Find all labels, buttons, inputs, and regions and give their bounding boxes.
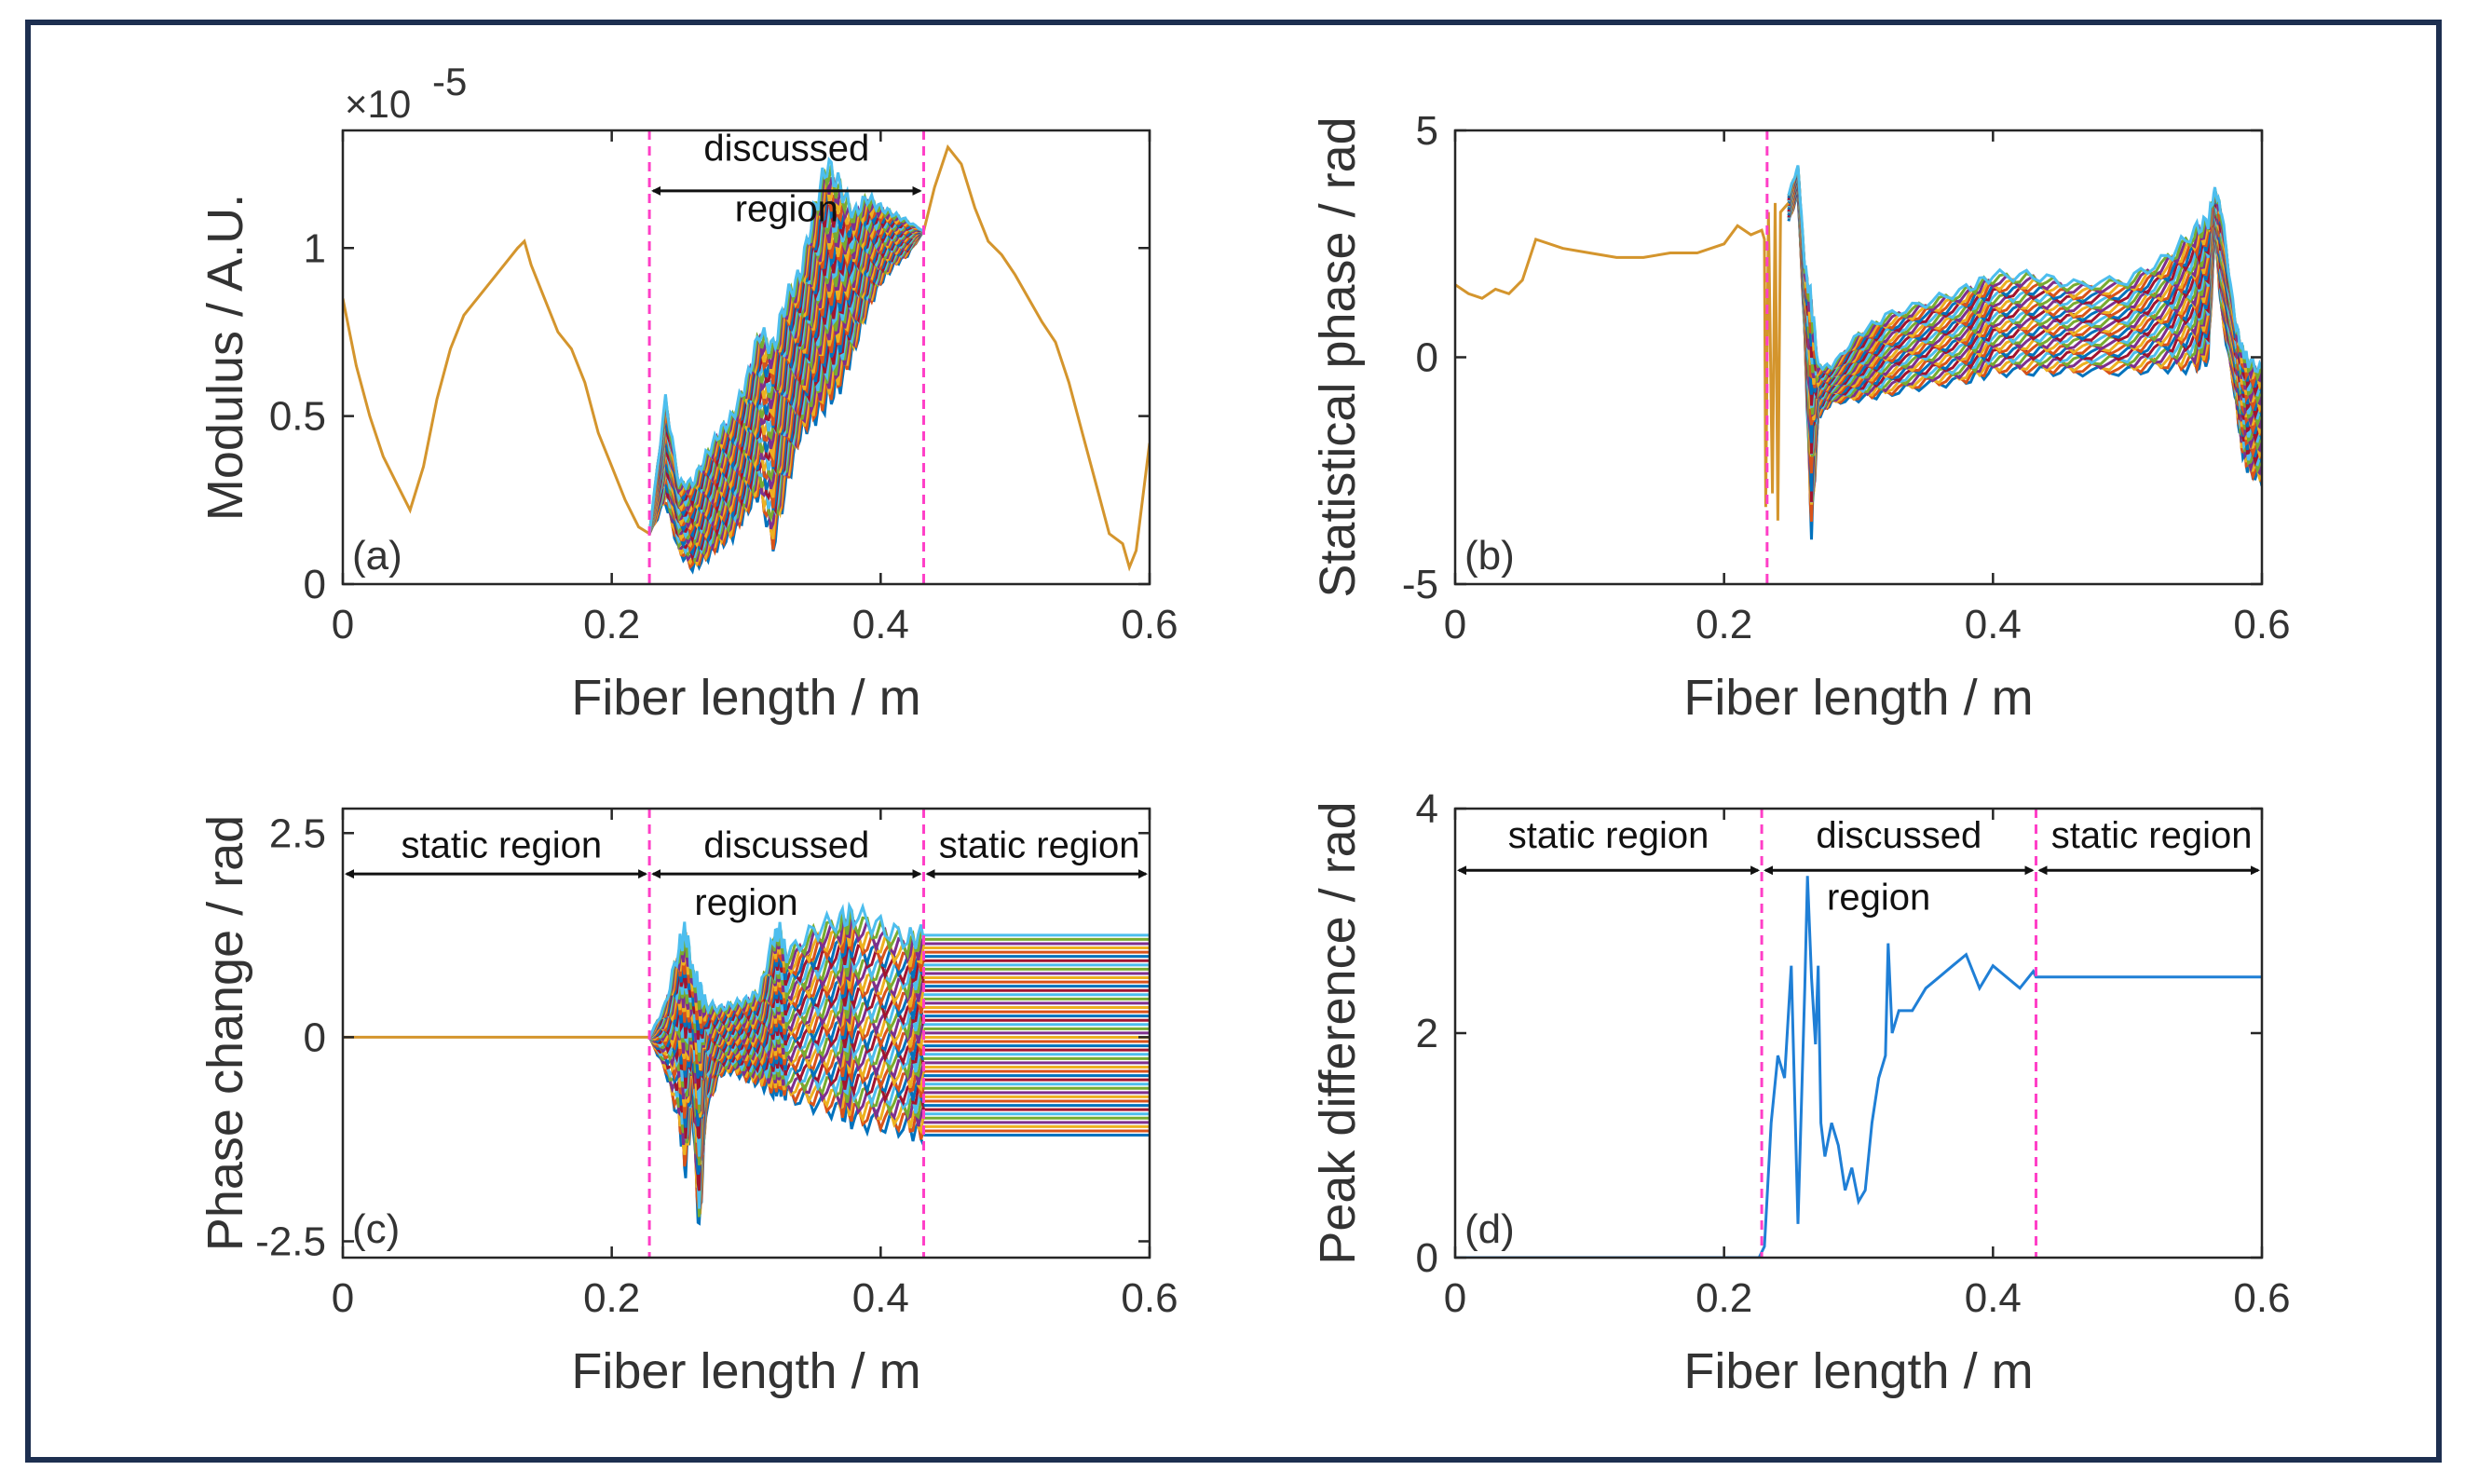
x-axis-label: Fiber length / m: [571, 1343, 920, 1399]
annotation-text: discussed: [703, 128, 869, 169]
tail-trace: [922, 143, 1150, 572]
x-tick-label: 0.4: [852, 1275, 909, 1321]
plot-area-d: [1455, 876, 2262, 1258]
y-tick-label: 0: [304, 562, 326, 607]
x-tick-label: 0.6: [2233, 1275, 2290, 1321]
x-tick-label: 0.2: [583, 1275, 640, 1321]
axes-box: [1453, 807, 2264, 1259]
annotation-text: static region: [1508, 815, 1709, 856]
x-tick-label: 0: [332, 602, 354, 647]
x-tick-label: 0: [332, 1275, 354, 1321]
annotation-text: static region: [2051, 815, 2253, 856]
y-axis-label: Statistical phase / rad: [1310, 116, 1366, 597]
y-tick-label: 0.5: [269, 394, 326, 440]
x-tick-label: 0.6: [2233, 602, 2290, 647]
band-line: [647, 901, 925, 1039]
y-tick-label: 4: [1416, 786, 1438, 832]
y-tick-label: 2: [1416, 1011, 1438, 1056]
x-tick-label: 0: [1444, 1275, 1466, 1321]
y-tick-label: 0: [304, 1014, 326, 1060]
y-axis-label: Modulus / A.U.: [197, 194, 253, 521]
single-trace: [1455, 201, 1791, 521]
annotation-text: static region: [939, 825, 1140, 866]
x-tick-label: 0.2: [583, 602, 640, 647]
panel-tag: (a): [352, 533, 402, 579]
x-axis-label: Fiber length / m: [571, 670, 920, 726]
x-tick-label: 0.6: [1121, 602, 1178, 647]
x-tick-label: 0: [1444, 602, 1466, 647]
y-tick-label: -5: [1402, 562, 1438, 607]
band-line: [1787, 165, 2262, 374]
y-axis-label: Peak difference / rad: [1310, 801, 1366, 1264]
y-tick-label: -2.5: [255, 1219, 326, 1264]
x-tick-label: 0.2: [1696, 1275, 1752, 1321]
panel-tag: (b): [1464, 533, 1515, 579]
panel-tag: (c): [352, 1206, 400, 1252]
y-axis-label: Phase change / rad: [197, 815, 253, 1251]
x-tick-label: 0.4: [1965, 1275, 2022, 1321]
single-trace: [343, 238, 650, 536]
annotation-text: region: [694, 882, 797, 923]
panel-d: 0 0.2 0.4 0.6 0 2 4 Fiber length / m Peak differ…: [1310, 786, 2291, 1399]
x-axis-label: Fiber length / m: [1683, 1343, 2033, 1399]
annotation-text: discussed: [1816, 815, 1982, 856]
series-line: [1455, 876, 2262, 1258]
figure-frame: [25, 20, 2442, 1463]
axes-box: [341, 129, 1151, 586]
y-tick-label: 0: [1416, 1235, 1438, 1281]
plot-area-a: [343, 143, 1150, 575]
x-tick-label: 0.4: [1965, 602, 2022, 647]
axes-box: [341, 807, 1151, 1259]
exponent-label: ×10: [345, 82, 411, 126]
annotation-text: region: [735, 188, 838, 229]
y-tick-label: 2.5: [269, 810, 326, 856]
x-tick-label: 0.4: [852, 602, 909, 647]
band-line: [1787, 182, 2262, 455]
annotation-text: discussed: [703, 825, 869, 866]
y-tick-label: 5: [1416, 108, 1438, 154]
plot-area-c: [343, 901, 1150, 1226]
x-tick-label: 0.2: [1696, 602, 1752, 647]
plot-area-b: [1455, 165, 2262, 540]
annotation-text: static region: [401, 825, 602, 866]
y-tick-label: 1: [304, 225, 326, 271]
x-axis-label: Fiber length / m: [1683, 670, 2033, 726]
annotation-text: region: [1827, 877, 1930, 918]
exponent-power: -5: [432, 60, 467, 103]
panel-a: 0 0.2 0.4 0.6 0 0.5 1 Fiber length / m Modulus /…: [197, 60, 1178, 726]
y-tick-label: 0: [1416, 335, 1438, 381]
panel-tag: (d): [1464, 1206, 1515, 1252]
x-tick-label: 0.6: [1121, 1275, 1178, 1321]
band-line: [647, 157, 925, 535]
